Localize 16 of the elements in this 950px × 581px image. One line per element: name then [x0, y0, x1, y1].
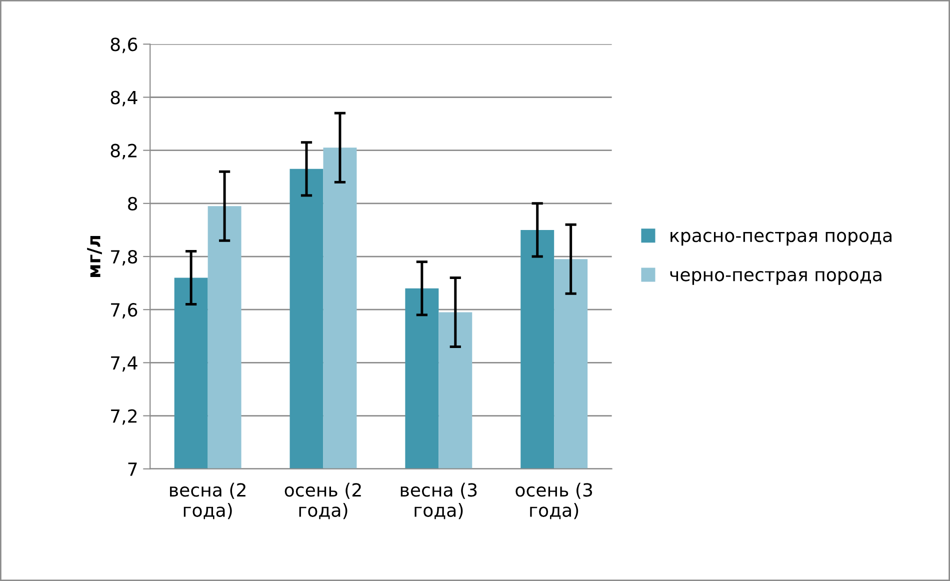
x-tick-label: весна (2 года): [170, 482, 246, 520]
y-tick-label: 8,2: [110, 144, 136, 160]
y-axis-title: мг/л: [87, 236, 102, 277]
legend-label: красно-пестрая порода: [670, 232, 892, 246]
x-tick-label: осень (2 года): [284, 482, 361, 520]
y-tick-label: 8: [128, 196, 138, 211]
y-tick-label: 8,6: [110, 38, 138, 54]
x-tick-label: весна (3 года): [400, 482, 477, 520]
x-tick-label: осень (3 года): [516, 482, 592, 520]
y-tick-label: 7,4: [111, 356, 138, 372]
y-tick-label: 7,6: [111, 303, 138, 319]
legend-label: черно-пестрая порода: [670, 270, 882, 285]
y-tick-label: 8,4: [110, 90, 138, 106]
y-tick-label: 7,8: [111, 250, 138, 266]
y-tick-label: 7,2: [111, 409, 136, 425]
y-tick-label: 7: [128, 462, 137, 476]
